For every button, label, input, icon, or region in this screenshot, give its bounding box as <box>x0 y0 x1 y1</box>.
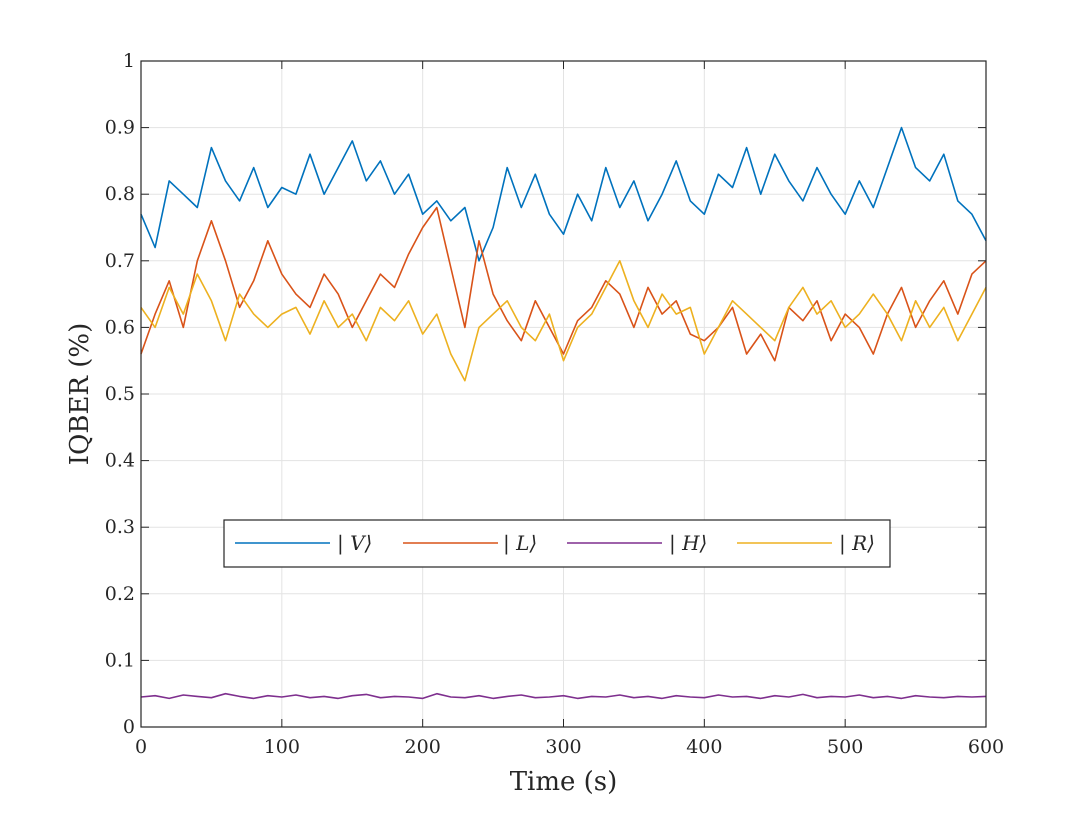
y-tick-label: 0.9 <box>105 117 135 139</box>
y-tick-label: 1 <box>123 50 135 72</box>
y-tick-label: 0.3 <box>105 516 135 538</box>
x-tick-label: 100 <box>264 736 300 758</box>
y-tick-label: 0 <box>123 716 135 738</box>
y-tick-label: 0.2 <box>105 583 135 605</box>
x-tick-label: 400 <box>686 736 722 758</box>
legend: | V⟩ | L⟩ | H⟩ | R⟩ <box>223 519 891 568</box>
y-axis-label: IQBER (%) <box>65 323 95 466</box>
series-line <box>140 126 987 262</box>
legend-label: | H⟩ <box>669 531 707 556</box>
y-tick-label: 0.4 <box>105 450 135 472</box>
legend-label: | V⟩ <box>337 531 372 556</box>
series-line <box>140 206 987 362</box>
y-tick-label: 0.8 <box>105 183 135 205</box>
x-tick-label: 600 <box>968 736 1004 758</box>
x-tick-label: 200 <box>405 736 441 758</box>
y-tick-label: 0.6 <box>105 316 135 338</box>
x-tick-label: 0 <box>135 736 147 758</box>
legend-label: | R⟩ <box>839 531 875 556</box>
y-tick-label: 0.5 <box>105 383 135 405</box>
series-line <box>140 692 987 700</box>
axis-ticks: 0 100 200 300 400 500 600 0 0.1 0.2 0.3 0.4 0.5 0.6 0.… <box>105 50 1004 758</box>
x-tick-label: 300 <box>545 736 581 758</box>
x-axis-label: Time (s) <box>510 767 618 797</box>
y-tick-label: 0.1 <box>105 649 135 671</box>
legend-label: | L⟩ <box>503 531 537 556</box>
y-tick-label: 0.7 <box>105 250 135 272</box>
series-lines <box>140 126 987 700</box>
x-tick-label: 500 <box>827 736 863 758</box>
series-line <box>140 259 987 382</box>
